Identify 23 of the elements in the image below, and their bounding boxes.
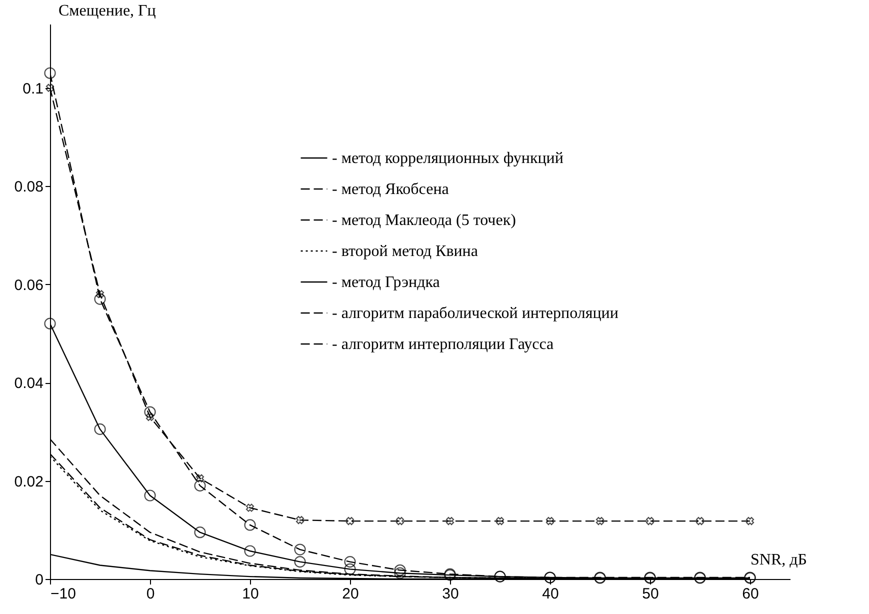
legend-label: - алгоритм интерполяции Гаусса (332, 336, 554, 353)
legend-label: - метод Якобсена (332, 181, 449, 198)
x-tick-label: 30 (442, 586, 459, 602)
y-tick-label: 0 (35, 572, 44, 588)
x-tick-label: 20 (342, 586, 359, 602)
x-tick-label: 0 (146, 586, 155, 602)
y-tick-label: 0.08 (14, 178, 44, 196)
x-tick-label: 60 (742, 586, 759, 602)
x-tick-label: 10 (242, 586, 259, 602)
legend-label: - метод Грэндка (332, 274, 440, 291)
x-axis-title: SNR, дБ (750, 552, 807, 568)
legend-label: - алгоритм параболической интерполяции (332, 305, 619, 322)
y-tick-label: 0.1 (22, 80, 44, 98)
x-tick-label: 40 (542, 586, 559, 602)
y-axis-title: Смещение, Гц (58, 2, 156, 20)
legend-label: - метод Маклеода (5 точек) (332, 212, 516, 229)
y-tick-label: 0.02 (14, 473, 44, 490)
legend-label: - второй метод Квина (332, 243, 478, 260)
legend-label: - метод корреляционных функций (332, 150, 564, 167)
y-tick-label: 0.06 (14, 276, 44, 294)
x-tick-label: 50 (642, 586, 659, 602)
y-tick-label: 0.04 (14, 375, 44, 392)
x-tick-label: −10 (50, 586, 76, 602)
